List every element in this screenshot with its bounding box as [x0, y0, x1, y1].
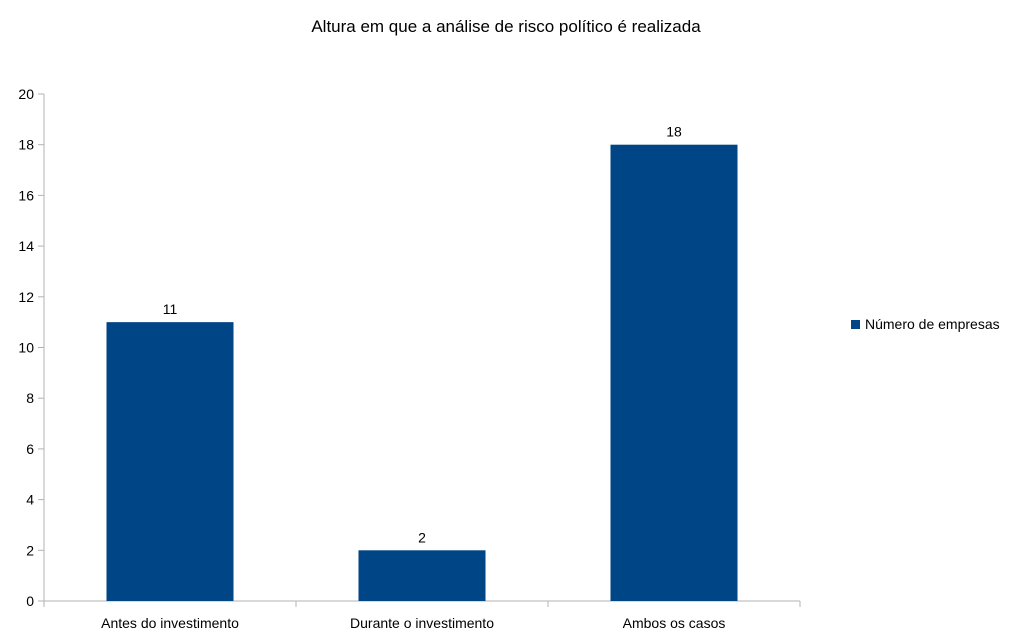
bar [106, 322, 234, 601]
data-label: 18 [666, 124, 682, 140]
y-tick-label: 8 [26, 390, 34, 406]
legend-swatch [851, 320, 860, 329]
y-tick-label: 10 [18, 340, 34, 356]
legend-label: Número de empresas [865, 316, 1000, 332]
x-axis: Antes do investimento Durante o investime… [43, 600, 801, 631]
data-label: 11 [163, 301, 178, 317]
bars: 11 2 18 [106, 124, 738, 601]
x-tick-label: Ambos os casos [623, 615, 726, 631]
y-tick-label: 4 [26, 492, 34, 508]
y-tick-label: 0 [26, 593, 34, 609]
y-tick-label: 6 [26, 441, 34, 457]
x-tick-label: Antes do investimento [101, 615, 239, 631]
y-tick-label: 14 [18, 238, 34, 254]
chart-title: Altura em que a análise de risco polític… [311, 17, 701, 36]
legend: Número de empresas [851, 316, 1000, 332]
y-tick-label: 18 [18, 137, 34, 153]
y-axis: 0 2 4 6 8 10 12 14 16 18 20 [18, 86, 45, 609]
x-tick-label: Durante o investimento [350, 615, 494, 631]
bar [610, 144, 738, 601]
bar [358, 550, 486, 601]
y-tick-label: 2 [26, 542, 34, 558]
y-tick-label: 20 [18, 86, 34, 102]
data-label: 2 [418, 529, 426, 545]
y-tick-label: 16 [18, 187, 34, 203]
y-tick-label: 12 [18, 289, 34, 305]
